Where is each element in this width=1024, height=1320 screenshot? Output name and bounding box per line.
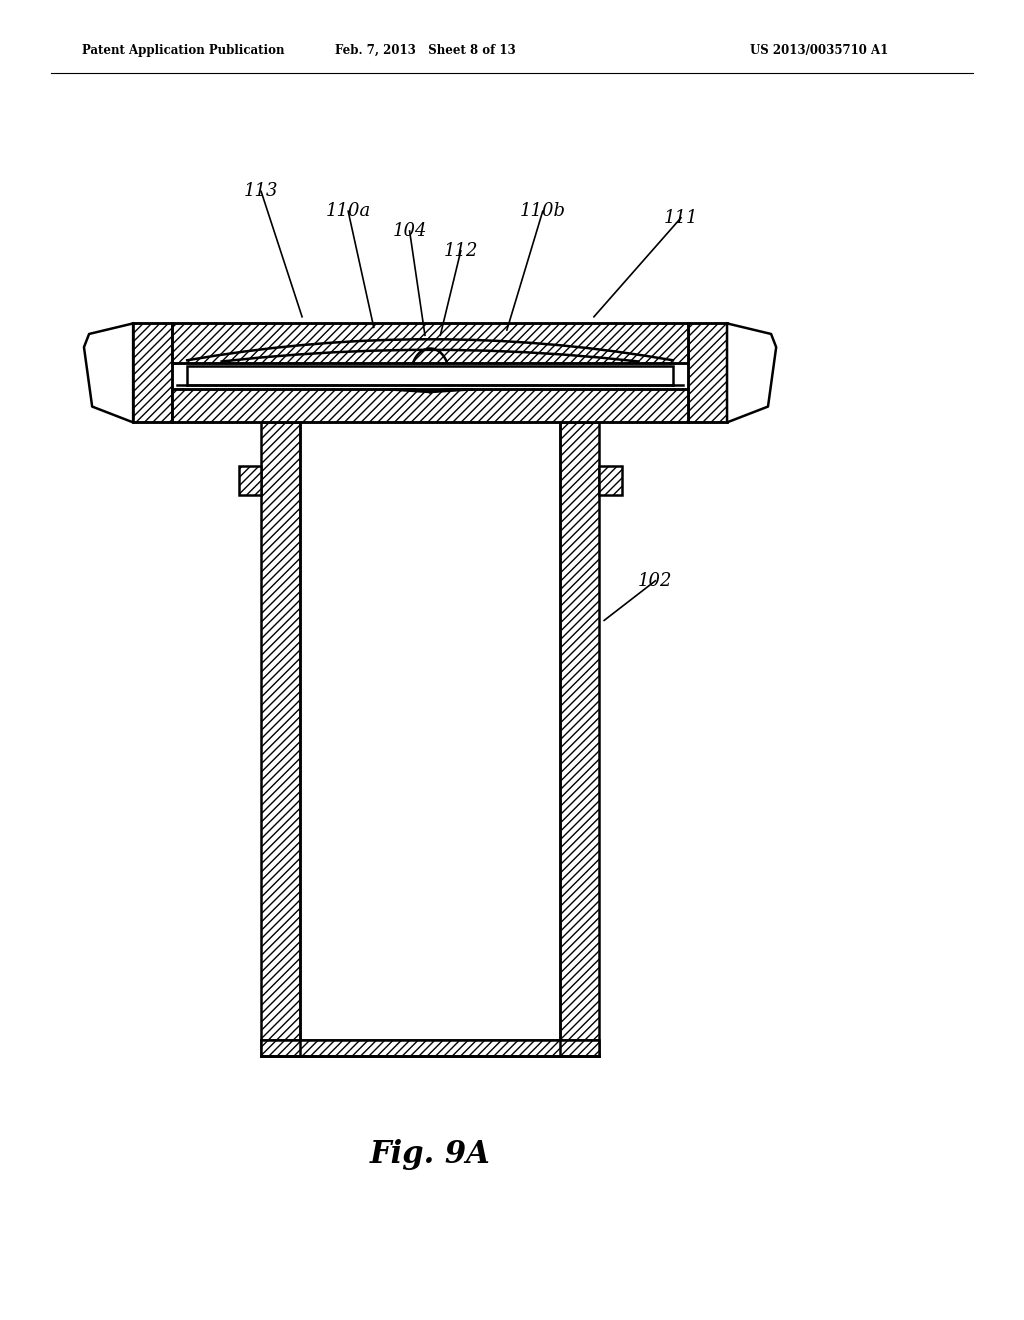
Text: 113: 113: [244, 182, 279, 201]
Text: 112: 112: [443, 242, 478, 260]
Polygon shape: [261, 1040, 599, 1056]
Polygon shape: [84, 323, 133, 422]
Text: 111: 111: [664, 209, 698, 227]
Polygon shape: [560, 422, 599, 1056]
Text: Fig. 9A: Fig. 9A: [370, 1139, 490, 1171]
Polygon shape: [688, 323, 727, 422]
Polygon shape: [187, 366, 673, 385]
Polygon shape: [727, 323, 776, 422]
Polygon shape: [239, 466, 261, 495]
Polygon shape: [172, 389, 688, 422]
Text: Feb. 7, 2013   Sheet 8 of 13: Feb. 7, 2013 Sheet 8 of 13: [335, 44, 515, 57]
Polygon shape: [133, 323, 172, 422]
Text: 110a: 110a: [326, 202, 371, 220]
Polygon shape: [300, 422, 560, 1040]
Text: 110b: 110b: [520, 202, 565, 220]
Text: US 2013/0035710 A1: US 2013/0035710 A1: [750, 44, 889, 57]
Polygon shape: [599, 466, 622, 495]
Polygon shape: [172, 363, 688, 389]
Text: Patent Application Publication: Patent Application Publication: [82, 44, 285, 57]
Text: 104: 104: [392, 222, 427, 240]
Polygon shape: [172, 323, 688, 363]
Polygon shape: [261, 422, 300, 1056]
Text: 102: 102: [638, 572, 673, 590]
